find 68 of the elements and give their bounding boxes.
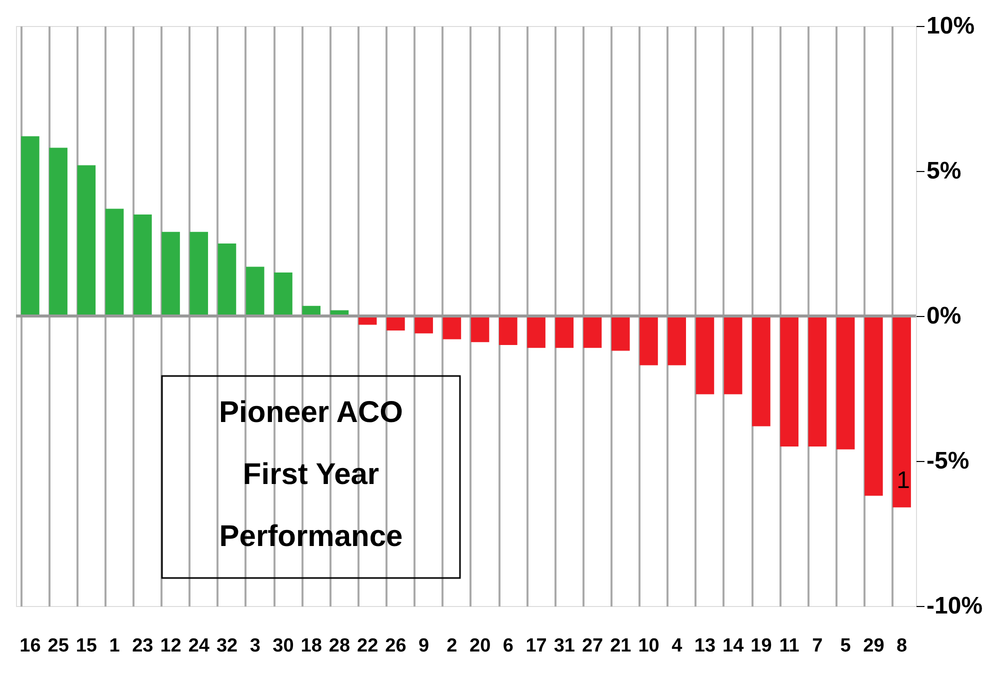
bar [21,136,40,316]
x-tick-label: 14 [722,636,744,656]
y-tick-label: -10% [926,592,983,620]
bar [77,165,96,316]
x-tick-label: 5 [840,636,852,656]
x-tick-label: 10 [638,636,660,656]
bar [583,316,602,348]
y-tick-label: 5% [926,158,962,184]
bar [162,232,180,316]
x-tick-label: 27 [582,636,604,656]
bar [892,316,911,508]
x-tick-label: 2 [446,636,458,656]
x-tick-label: 16 [20,636,41,656]
bar [640,316,658,366]
bar [808,316,827,446]
annotation: 1 [896,467,910,494]
x-tick-label: 17 [526,636,547,656]
bar [49,148,68,316]
x-tick-label: 26 [385,636,406,656]
x-tick-label: 15 [76,636,98,656]
x-tick-label: 7 [812,636,823,656]
bar [668,316,686,366]
x-tick-label: 23 [132,636,154,656]
x-tick-label: 9 [418,636,430,656]
x-tick-label: 32 [216,636,238,656]
bar [612,316,630,351]
x-tick-label: 3 [250,636,260,656]
x-tick-label: 13 [694,636,716,656]
bar [274,272,292,316]
x-tick-label: 30 [272,636,294,656]
x-tick-label: 25 [48,636,70,656]
x-tick-label: 11 [779,636,800,656]
x-tick-label: 21 [610,636,632,656]
x-tick-label: 20 [469,636,491,656]
text: Pioneer ACO First Year Performance [219,396,403,553]
y-tick-label: -5% [926,448,970,474]
x-tick-label: 12 [160,636,182,656]
bar [864,316,883,496]
bar [470,316,490,342]
x-tick-label: 1 [109,636,120,656]
bar [386,316,405,330]
bar [752,316,770,426]
bar [105,208,124,316]
x-tick-label: 6 [502,636,514,656]
x-tick-label: 18 [300,636,322,656]
bar [499,316,518,345]
bar [414,316,433,334]
x-tick-label: 29 [863,636,884,656]
x-tick-label: 8 [896,636,908,656]
bar [190,232,208,316]
x-tick-label: 31 [554,636,576,656]
y-tick-label: 10% [926,12,975,40]
bar [134,214,152,316]
x-tick-label: 28 [328,636,350,656]
bar [780,316,798,446]
bar [218,244,236,316]
x-tick-label: 4 [672,636,683,656]
bar [724,316,742,394]
bar [836,316,855,450]
bar [696,316,714,394]
x-tick-label: 19 [750,636,772,656]
x-tick-label: 24 [188,636,210,656]
bar [246,266,264,316]
x-tick-label: 22 [357,636,378,656]
bar [527,316,546,348]
y-tick-label: 0% [926,302,962,330]
bar [555,316,574,348]
bar [442,316,462,340]
